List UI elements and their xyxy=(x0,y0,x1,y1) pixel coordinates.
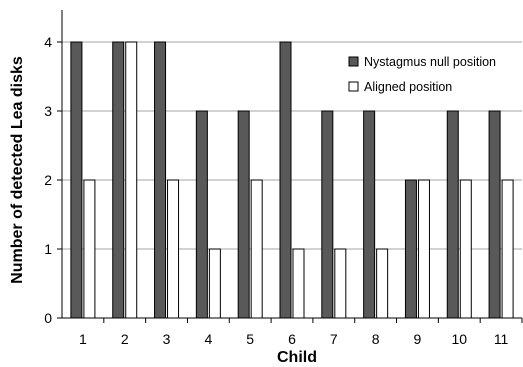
bar-nystagmus-child-6 xyxy=(279,41,292,319)
bar-aligned-child-8 xyxy=(376,248,389,319)
y-tick-label-4: 4 xyxy=(44,34,52,50)
x-tick-label-3: 3 xyxy=(163,331,171,347)
x-tick-label-8: 8 xyxy=(372,331,380,347)
bar-nystagmus-child-7 xyxy=(321,110,334,319)
legend: Nystagmus null position Aligned position xyxy=(348,55,496,94)
y-axis-title: Number of detected Lea disks xyxy=(9,56,26,284)
y-tick-label-0: 0 xyxy=(44,310,52,326)
x-tick-label-5: 5 xyxy=(246,331,254,347)
bar-nystagmus-child-11 xyxy=(488,110,501,319)
bar-aligned-child-11 xyxy=(501,179,514,319)
legend-swatch-nystagmus xyxy=(348,56,359,67)
x-tick-labels: 1 2 3 4 5 6 7 8 9 10 11 xyxy=(79,331,509,347)
x-tick-label-2: 2 xyxy=(121,331,129,347)
y-tick-label-1: 1 xyxy=(44,241,52,257)
x-tick-label-9: 9 xyxy=(414,331,422,347)
bar-nystagmus-child-9 xyxy=(404,179,417,319)
bar-aligned-child-7 xyxy=(334,248,347,319)
x-tick-label-10: 10 xyxy=(451,331,467,347)
bar-aligned-child-5 xyxy=(250,179,263,319)
bar-nystagmus-child-10 xyxy=(446,110,459,319)
x-tick-label-1: 1 xyxy=(79,331,87,347)
legend-label-nystagmus: Nystagmus null position xyxy=(364,55,496,69)
bar-nystagmus-child-3 xyxy=(154,41,167,319)
bar-nystagmus-child-5 xyxy=(237,110,250,319)
x-axis-title: Child xyxy=(277,349,317,366)
bar-aligned-child-2 xyxy=(125,41,138,319)
y-tick-labels: 0 1 2 3 4 xyxy=(44,34,52,326)
legend-swatch-aligned xyxy=(348,81,359,92)
bar-nystagmus-child-1 xyxy=(70,41,83,319)
bar-aligned-child-4 xyxy=(208,248,221,319)
bar-aligned-child-9 xyxy=(417,179,430,319)
axes xyxy=(57,10,523,323)
bar-aligned-child-1 xyxy=(83,179,96,319)
x-tick-label-4: 4 xyxy=(204,331,212,347)
y-tick-label-3: 3 xyxy=(44,103,52,119)
bar-aligned-child-10 xyxy=(459,179,472,319)
bar-nystagmus-child-4 xyxy=(195,110,208,319)
y-tick-label-2: 2 xyxy=(44,172,52,188)
x-tick-label-6: 6 xyxy=(288,331,296,347)
x-tick-label-11: 11 xyxy=(494,331,509,347)
gridlines xyxy=(62,41,522,250)
bar-aligned-child-6 xyxy=(292,248,305,319)
x-tick-label-7: 7 xyxy=(330,331,338,347)
bar-nystagmus-child-2 xyxy=(112,41,125,319)
bar-aligned-child-3 xyxy=(167,179,180,319)
bar-nystagmus-child-8 xyxy=(363,110,376,319)
legend-label-aligned: Aligned position xyxy=(364,80,452,94)
